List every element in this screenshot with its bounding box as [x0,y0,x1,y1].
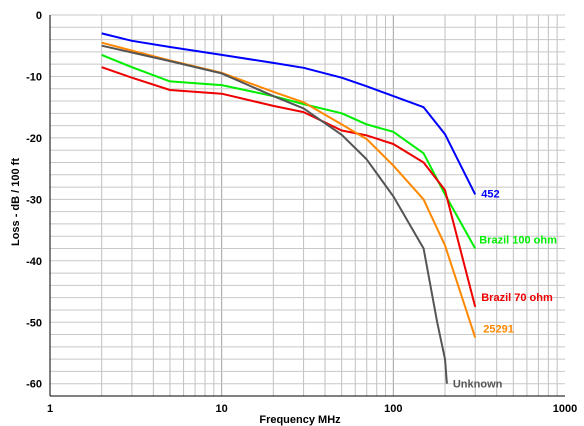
series-label: 25291 [483,324,514,336]
series-label: Unknown [453,379,503,391]
x-tick-label: 1000 [553,403,577,415]
series-line [101,53,477,249]
x-tick-label: 1 [47,403,53,415]
plot-frame [49,15,565,397]
series-label: Brazil 100 ohm [479,235,557,247]
series-labels: 452 Brazil 100 ohm Brazil 70 ohm 25291 Unkno… [453,188,557,390]
y-tick-label: -20 [26,133,42,145]
y-tick-label: -60 [26,379,42,391]
series-line [101,44,448,384]
x-axis-label: Frequency MHz [259,414,341,426]
series-label: 452 [481,188,499,200]
y-tick-label: -10 [26,71,42,83]
y-tick-label: -30 [26,194,42,206]
tick-labels: 1 10 100 1000 0 -10 -20 -30 -40 -50 -60 [26,10,577,415]
x-tick-label: 100 [384,403,402,415]
x-tick-label: 10 [216,403,228,415]
y-tick-label: -50 [26,317,42,329]
series-label: Brazil 70 ohm [481,292,553,304]
y-tick-label: 0 [36,10,42,22]
series-lines [101,32,477,384]
series-line [101,32,477,195]
y-tick-label: -40 [26,256,42,268]
y-axis-label: Loss - dB / 100 ft [10,158,22,246]
